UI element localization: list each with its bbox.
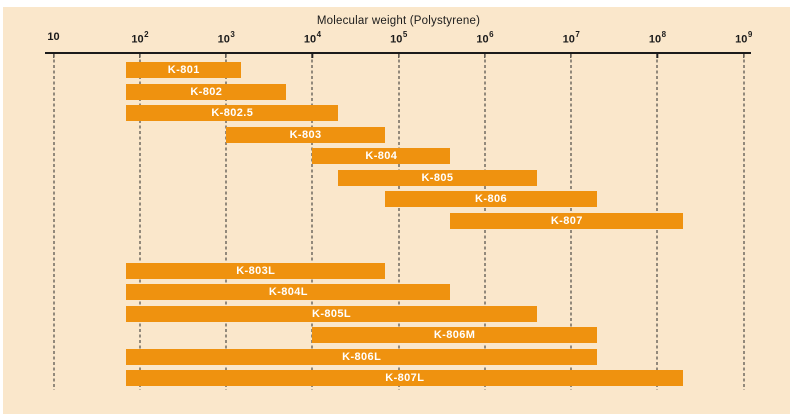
x-tick-label: 106	[476, 30, 494, 46]
x-tick-label: 104	[303, 30, 322, 46]
x-tick-label: 109	[735, 30, 753, 46]
gridline	[225, 54, 227, 390]
column-range-bar-label: K-805L	[311, 307, 352, 320]
x-tick-label: 10	[47, 31, 60, 43]
column-range-bar-k-807: K-807	[450, 212, 684, 229]
column-range-bar-label: K-802.5	[211, 107, 254, 119]
column-range-bar-k-804l: K-804L	[126, 284, 451, 300]
x-tick-label: 102	[131, 30, 149, 46]
gridline	[139, 54, 141, 390]
column-range-bar-k-806m: K-806M	[312, 327, 597, 343]
column-range-bar-k-803l: K-803L	[126, 262, 386, 279]
x-tick-label: 107	[562, 30, 580, 46]
gridline	[398, 54, 399, 390]
chart-panel: Molecular weight (Polystyrene) 10 102 103 1…	[3, 7, 790, 414]
gridline	[743, 54, 744, 390]
column-range-bar-k-802: K-802	[126, 83, 287, 100]
column-range-bar-label: K-803	[289, 128, 322, 141]
gridline	[311, 54, 313, 390]
x-tick-label: 103	[217, 30, 235, 46]
column-range-bar-label: K-806M	[433, 329, 476, 341]
column-range-bar-label: K-807	[550, 214, 583, 227]
column-range-bar-label: K-806L	[342, 350, 382, 363]
column-range-bar-label: K-803L	[236, 264, 276, 277]
column-range-bar-label: K-807L	[385, 372, 425, 384]
x-tick-label: 108	[648, 30, 667, 46]
x-axis-line	[44, 52, 751, 54]
column-range-bar-label: K-805	[421, 171, 454, 184]
column-range-bar-k-804: K-804	[312, 148, 451, 164]
gridline	[53, 54, 54, 390]
column-range-bar-k-806l: K-806L	[126, 348, 597, 365]
column-range-bar-k-805l: K-805L	[126, 305, 537, 322]
column-range-bar-k-801: K-801	[126, 62, 242, 78]
column-range-bar-label: K-804	[365, 150, 398, 162]
column-range-bar-k-806: K-806	[385, 191, 597, 207]
column-range-bar-k-807l: K-807L	[126, 370, 684, 386]
column-range-bar-k-803: K-803	[226, 126, 386, 143]
chart-title: Molecular weight (Polystyrene)	[316, 15, 481, 27]
column-range-bar-label: K-804L	[268, 286, 308, 298]
column-range-bar-k-802.5: K-802.5	[126, 105, 339, 121]
column-range-bar-label: K-801	[167, 64, 200, 76]
x-tick-label: 105	[390, 30, 408, 46]
column-range-bar-label: K-802	[190, 85, 223, 98]
column-range-bar-label: K-806	[475, 193, 508, 205]
column-range-bar-k-805: K-805	[338, 169, 537, 186]
